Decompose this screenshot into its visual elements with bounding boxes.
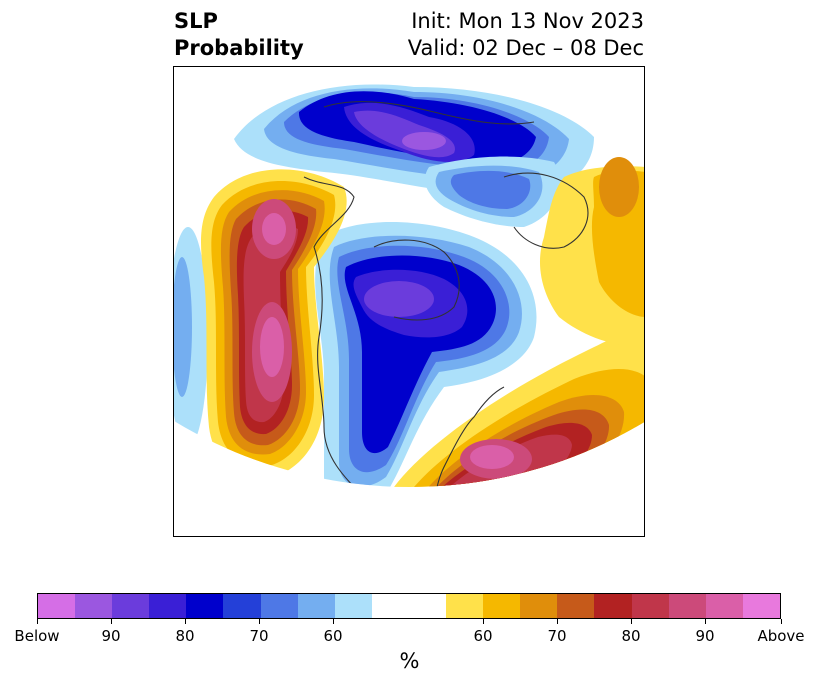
colorbar-unit-label: % (399, 649, 420, 673)
colorbar-segment (149, 594, 187, 618)
colorbar-tick (184, 619, 186, 624)
colorbar-segment (446, 594, 484, 618)
title-variable: SLP (174, 9, 218, 33)
colorbar-segment (668, 594, 706, 618)
colorbar-tick-label: 90 (695, 627, 715, 645)
colorbar-segment (223, 594, 261, 618)
colorbar-segment (297, 594, 335, 618)
colorbar-tick-label: 70 (249, 627, 269, 645)
colorbar-tick (630, 619, 632, 624)
colorbar-segment (520, 594, 558, 618)
colorbar-tick-label: Above (757, 627, 805, 645)
title-type: Probability (174, 36, 304, 60)
colorbar-segment (408, 594, 447, 618)
colorbar-tick (258, 619, 260, 624)
below-anomaly-north (234, 84, 594, 193)
colorbar-segment (742, 594, 780, 618)
colorbar-segment (371, 594, 409, 618)
colorbar-ticks (36, 619, 782, 627)
title-left: SLP Probability (174, 8, 304, 62)
colorbar-tick-label: 60 (323, 627, 343, 645)
colorbar-tick (482, 619, 484, 624)
colorbar-tick (332, 619, 334, 624)
colorbar-tick-label: Below (14, 627, 60, 645)
below-anomaly-central (315, 222, 537, 487)
map-panel (173, 66, 645, 537)
colorbar-segment (186, 594, 224, 618)
above-anomaly-atlantic (374, 322, 644, 487)
colorbar-tick (556, 619, 558, 624)
coastlines (303, 101, 589, 487)
valid-range: Valid: 02 Dec – 08 Dec (407, 36, 644, 60)
colorbar-tick (704, 619, 706, 624)
colorbar-tick-label: 70 (547, 627, 567, 645)
colorbar-tick (110, 619, 112, 624)
colorbar-segment (705, 594, 743, 618)
colorbar-tick-label: 80 (175, 627, 195, 645)
colorbar-segment (557, 594, 595, 618)
colorbar-segment (75, 594, 113, 618)
colorbar-tick (780, 619, 782, 624)
colorbar-segment (631, 594, 669, 618)
above-anomaly-north-atlantic (539, 157, 644, 347)
colorbar-segment (483, 594, 521, 618)
colorbar-tick-label: 60 (473, 627, 493, 645)
below-anomaly-west (174, 227, 208, 447)
title-right: Init: Mon 13 Nov 2023 Valid: 02 Dec – 08… (408, 8, 644, 62)
probability-map (174, 84, 644, 487)
below-anomaly-greenland (424, 156, 560, 227)
colorbar-segment (112, 594, 150, 618)
colorbar-tick-label: 80 (621, 627, 641, 645)
colorbar (37, 593, 781, 619)
colorbar-segment (260, 594, 298, 618)
colorbar-labels: Below 90 80 70 60 60 70 80 90 Above (14, 627, 804, 645)
colorbar-segment (334, 594, 372, 618)
colorbar-segment (38, 594, 76, 618)
above-anomaly-pacific (201, 169, 347, 478)
colorbar-tick-label: 90 (101, 627, 121, 645)
colorbar-tick (36, 619, 38, 624)
colorbar-segment (594, 594, 632, 618)
init-date: Init: Mon 13 Nov 2023 (411, 9, 644, 33)
